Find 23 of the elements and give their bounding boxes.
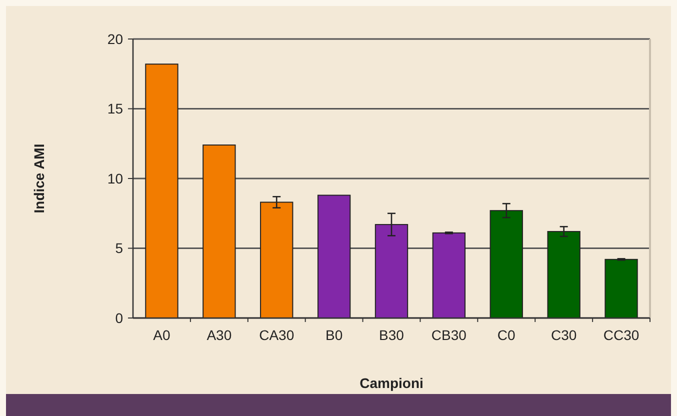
bar bbox=[260, 202, 294, 318]
bar bbox=[432, 232, 466, 318]
x-tick-label: CB30 bbox=[431, 327, 467, 343]
x-tick-label: A30 bbox=[206, 327, 232, 343]
bar bbox=[604, 258, 638, 318]
x-tick-label: CA30 bbox=[259, 327, 294, 343]
y-tick-label: 10 bbox=[107, 170, 124, 186]
x-tick-label: B0 bbox=[325, 327, 343, 343]
y-tick-label: 20 bbox=[107, 30, 124, 47]
y-tick-label: 0 bbox=[115, 310, 124, 326]
y-tick-label: 5 bbox=[115, 240, 124, 256]
bar bbox=[547, 231, 580, 318]
bar bbox=[202, 144, 236, 318]
x-axis-title: Campioni bbox=[360, 375, 424, 391]
x-tick-label: A0 bbox=[153, 327, 170, 343]
y-axis-title: Indice AMI bbox=[31, 144, 47, 214]
x-tick-label: C0 bbox=[497, 327, 516, 343]
bar bbox=[145, 64, 178, 318]
x-tick-label: B30 bbox=[379, 327, 404, 343]
x-tick-label: CC30 bbox=[603, 327, 640, 343]
bar bbox=[317, 194, 351, 318]
x-tick-label: C30 bbox=[550, 327, 577, 343]
y-tick-label: 15 bbox=[107, 100, 124, 117]
